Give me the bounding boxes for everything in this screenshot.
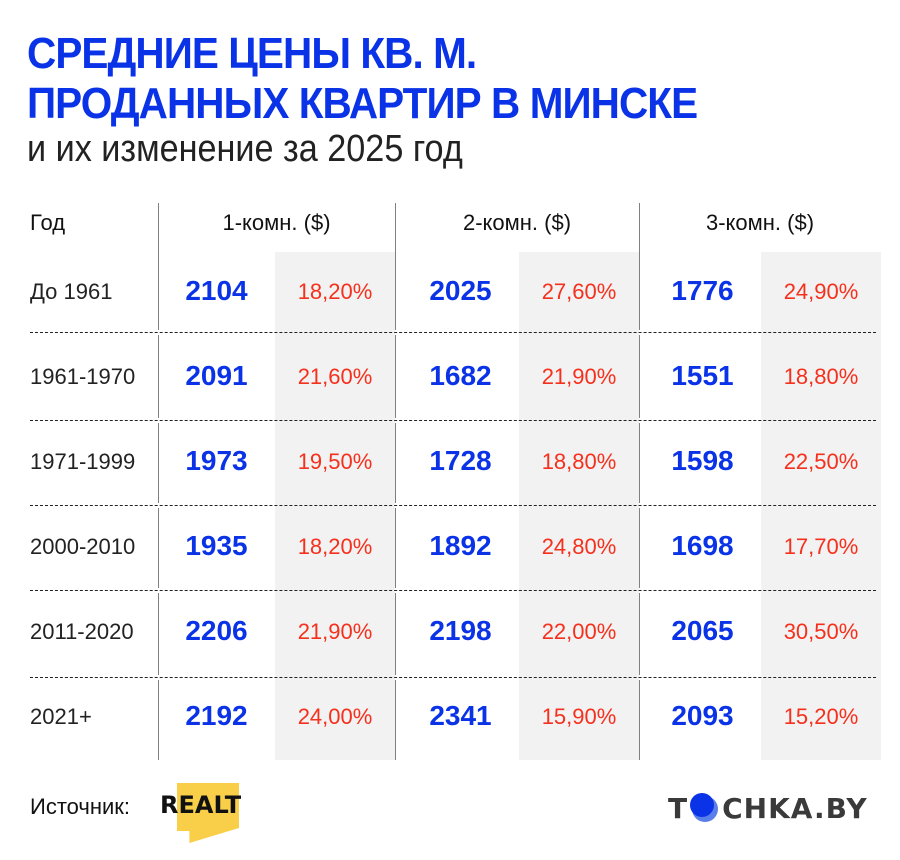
column-divider: [395, 680, 396, 760]
price-3-room: 2093: [671, 700, 734, 731]
price-3-room: 1776: [671, 275, 734, 306]
change-1-room: 19,50%: [297, 449, 373, 474]
price-3-room: 1598: [671, 445, 734, 476]
change-3-room: 24,90%: [783, 279, 859, 304]
column-divider: [395, 508, 396, 588]
price-1-room: 2091: [185, 360, 248, 391]
column-divider: [395, 593, 396, 675]
price-1-room: 2192: [185, 700, 248, 731]
grey-col-3: [761, 252, 881, 760]
price-3-room: 1698: [671, 530, 734, 561]
header-1-room: 1-комн. ($): [222, 210, 331, 235]
source-label: Источник:: [30, 794, 131, 819]
title-line-1: СРЕДНИЕ ЦЕНЫ КВ. М.: [27, 29, 477, 78]
change-2-room: 21,90%: [541, 364, 617, 389]
row-separator: [30, 505, 876, 506]
tochka-circle-icon: [688, 793, 722, 822]
column-divider: [395, 423, 396, 503]
grey-col-1: [275, 252, 395, 760]
row-year: 1961-1970: [30, 364, 136, 389]
title-line-2: ПРОДАННЫХ КВАРТИР В МИНСКЕ: [27, 79, 698, 128]
column-divider: [639, 423, 640, 503]
row-separator: [30, 677, 876, 678]
change-2-room: 24,80%: [541, 534, 617, 559]
row-year: 1971-1999: [30, 449, 136, 474]
change-3-room: 18,80%: [783, 364, 859, 389]
price-3-room: 1551: [671, 360, 734, 391]
column-divider: [158, 680, 159, 760]
column-divider: [639, 508, 640, 588]
change-3-room: 22,50%: [783, 449, 859, 474]
grey-col-2: [519, 252, 639, 760]
column-divider: [158, 423, 159, 503]
row-year: 2011-2020: [30, 619, 134, 644]
row-year: 2021+: [30, 704, 92, 729]
row-year: 2000-2010: [30, 534, 136, 559]
change-1-room: 24,00%: [297, 704, 373, 729]
change-1-room: 21,90%: [297, 619, 373, 644]
change-2-room: 15,90%: [541, 704, 617, 729]
column-divider: [158, 203, 159, 330]
realt-logo: REALT: [160, 783, 241, 843]
price-1-room: 1973: [185, 445, 248, 476]
column-divider: [639, 593, 640, 675]
price-2-room: 1892: [429, 530, 492, 561]
tochka-logo-rest: CHKA.BY: [722, 792, 868, 825]
change-2-room: 18,80%: [541, 449, 617, 474]
change-1-room: 21,60%: [297, 364, 373, 389]
header-year: Год: [30, 210, 66, 235]
change-3-room: 30,50%: [783, 619, 859, 644]
column-divider: [158, 593, 159, 675]
column-divider: [639, 680, 640, 760]
column-divider: [158, 335, 159, 418]
price-1-room: 1935: [185, 530, 248, 561]
column-divider: [158, 508, 159, 588]
change-1-room: 18,20%: [297, 279, 373, 304]
price-1-room: 2206: [185, 615, 248, 646]
change-1-room: 18,20%: [297, 534, 373, 559]
row-separator: [30, 590, 876, 591]
row-separator: [30, 332, 876, 333]
price-2-room: 2025: [429, 275, 492, 306]
change-2-room: 27,60%: [541, 279, 617, 304]
price-2-room: 1682: [429, 360, 492, 391]
change-3-room: 17,70%: [783, 534, 859, 559]
column-divider: [639, 335, 640, 418]
column-divider: [639, 203, 640, 330]
row-year: До 1961: [30, 279, 113, 304]
realt-logo-text: REALT: [160, 791, 242, 819]
tochka-logo-t: T: [668, 792, 689, 825]
change-2-room: 22,00%: [541, 619, 617, 644]
tochka-logo: T CHKA.BY: [668, 792, 868, 825]
column-divider: [395, 335, 396, 418]
subtitle: и их изменение за 2025 год: [27, 128, 463, 170]
row-separator: [30, 420, 876, 421]
price-2-room: 2341: [429, 700, 492, 731]
price-3-room: 2065: [671, 615, 734, 646]
price-2-room: 2198: [429, 615, 492, 646]
change-3-room: 15,20%: [783, 704, 859, 729]
price-2-room: 1728: [429, 445, 492, 476]
header-3-room: 3-комн. ($): [705, 210, 815, 235]
price-1-room: 2104: [185, 275, 248, 306]
header-2-room: 2-комн. ($): [462, 210, 572, 235]
column-divider: [395, 203, 396, 330]
